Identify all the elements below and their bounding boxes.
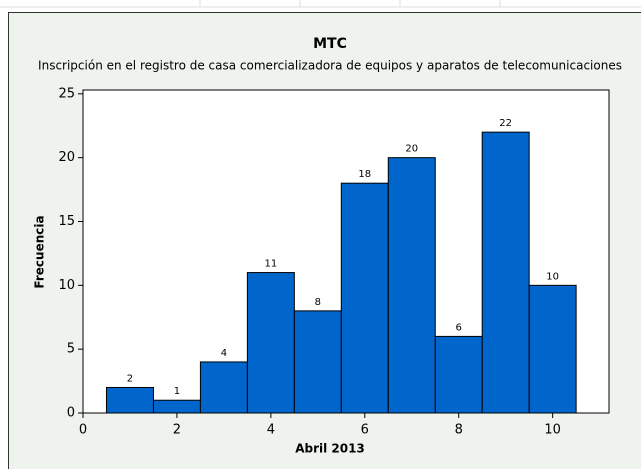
x-tick-label: 2: [173, 423, 181, 438]
bar: [152, 399, 201, 414]
bar: [528, 284, 577, 414]
y-tick-label: 15: [58, 214, 75, 229]
x-tick-label: 8: [455, 423, 463, 438]
x-tick-label: 6: [361, 423, 369, 438]
value-label: 18: [358, 169, 371, 180]
bar: [105, 386, 154, 414]
value-label: 11: [264, 259, 277, 270]
chart-subtitle: Inscripción en el registro de casa comer…: [38, 59, 622, 73]
bar: [246, 272, 295, 414]
x-tick-label: 4: [267, 423, 275, 438]
bar: [481, 131, 530, 414]
y-axis-label: Frecuencia: [33, 215, 47, 288]
bar: [387, 157, 436, 414]
value-label: 2: [127, 373, 133, 384]
x-tick-label: 0: [79, 423, 87, 438]
value-label: 8: [315, 297, 321, 308]
y-tick-label: 20: [58, 150, 75, 165]
value-label: 22: [499, 118, 512, 129]
y-tick-label: 0: [67, 406, 75, 421]
x-tick-label: 10: [544, 423, 561, 438]
value-label: 1: [174, 386, 180, 397]
y-tick-label: 5: [67, 342, 75, 357]
value-label: 10: [546, 271, 559, 282]
value-label: 20: [405, 144, 418, 155]
y-tick-label: 25: [58, 86, 75, 101]
bar: [340, 182, 389, 414]
value-label: 4: [221, 348, 227, 359]
bar: [293, 310, 342, 414]
y-tick-label: 10: [58, 278, 75, 293]
x-axis-label: Abril 2013: [295, 442, 365, 456]
sheet-grid: [0, 0, 641, 8]
chart-title: MTC: [313, 36, 347, 52]
value-label: 6: [456, 322, 462, 333]
bar: [434, 335, 483, 414]
bar: [199, 361, 248, 414]
